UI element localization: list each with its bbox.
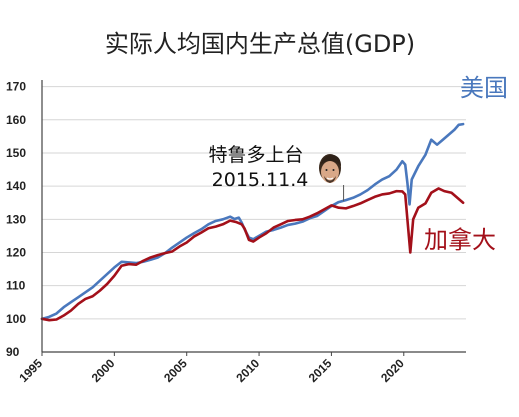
- legend-label-usa: 美国: [460, 74, 508, 102]
- x-tick-label: 1995: [16, 356, 45, 385]
- series-line-canada: [40, 187, 465, 322]
- x-tick-label: 2015: [306, 356, 335, 385]
- y-tick-label: 90: [6, 345, 20, 359]
- y-tick-label: 110: [6, 279, 26, 293]
- series-lines: [40, 122, 465, 322]
- legend-label-canada: 加拿大: [424, 226, 496, 254]
- y-tick-label: 120: [6, 245, 26, 259]
- series-line-usa: [40, 122, 465, 321]
- annotation-label: 特鲁多上台: [208, 144, 303, 166]
- y-tick-label: 170: [6, 80, 26, 94]
- portrait-icon: [319, 154, 341, 183]
- x-tick-label: 2010: [233, 356, 262, 385]
- x-tick-label: 2020: [378, 356, 407, 385]
- y-tick-label: 150: [6, 146, 26, 160]
- y-tick-label: 130: [6, 212, 26, 226]
- trudeau-annotation: 特鲁多上台 2015.11.4: [208, 144, 345, 202]
- grid-lines: [42, 86, 466, 320]
- x-axis-tick-labels: 1995 2000 2005 2010 2015 2020: [16, 352, 407, 385]
- chart-title: 实际人均国内生产总值(GDP): [105, 30, 415, 58]
- y-tick-label: 140: [6, 179, 26, 193]
- x-tick-label: 2000: [89, 356, 118, 385]
- annotation-date: 2015.11.4: [212, 169, 309, 191]
- y-tick-label: 160: [6, 113, 26, 127]
- y-tick-label: 100: [6, 312, 26, 326]
- y-axis-tick-labels: 90 100 110 120 130 140 150 160 170: [6, 80, 26, 359]
- axes: [41, 80, 466, 353]
- x-tick-label: 2005: [161, 356, 190, 385]
